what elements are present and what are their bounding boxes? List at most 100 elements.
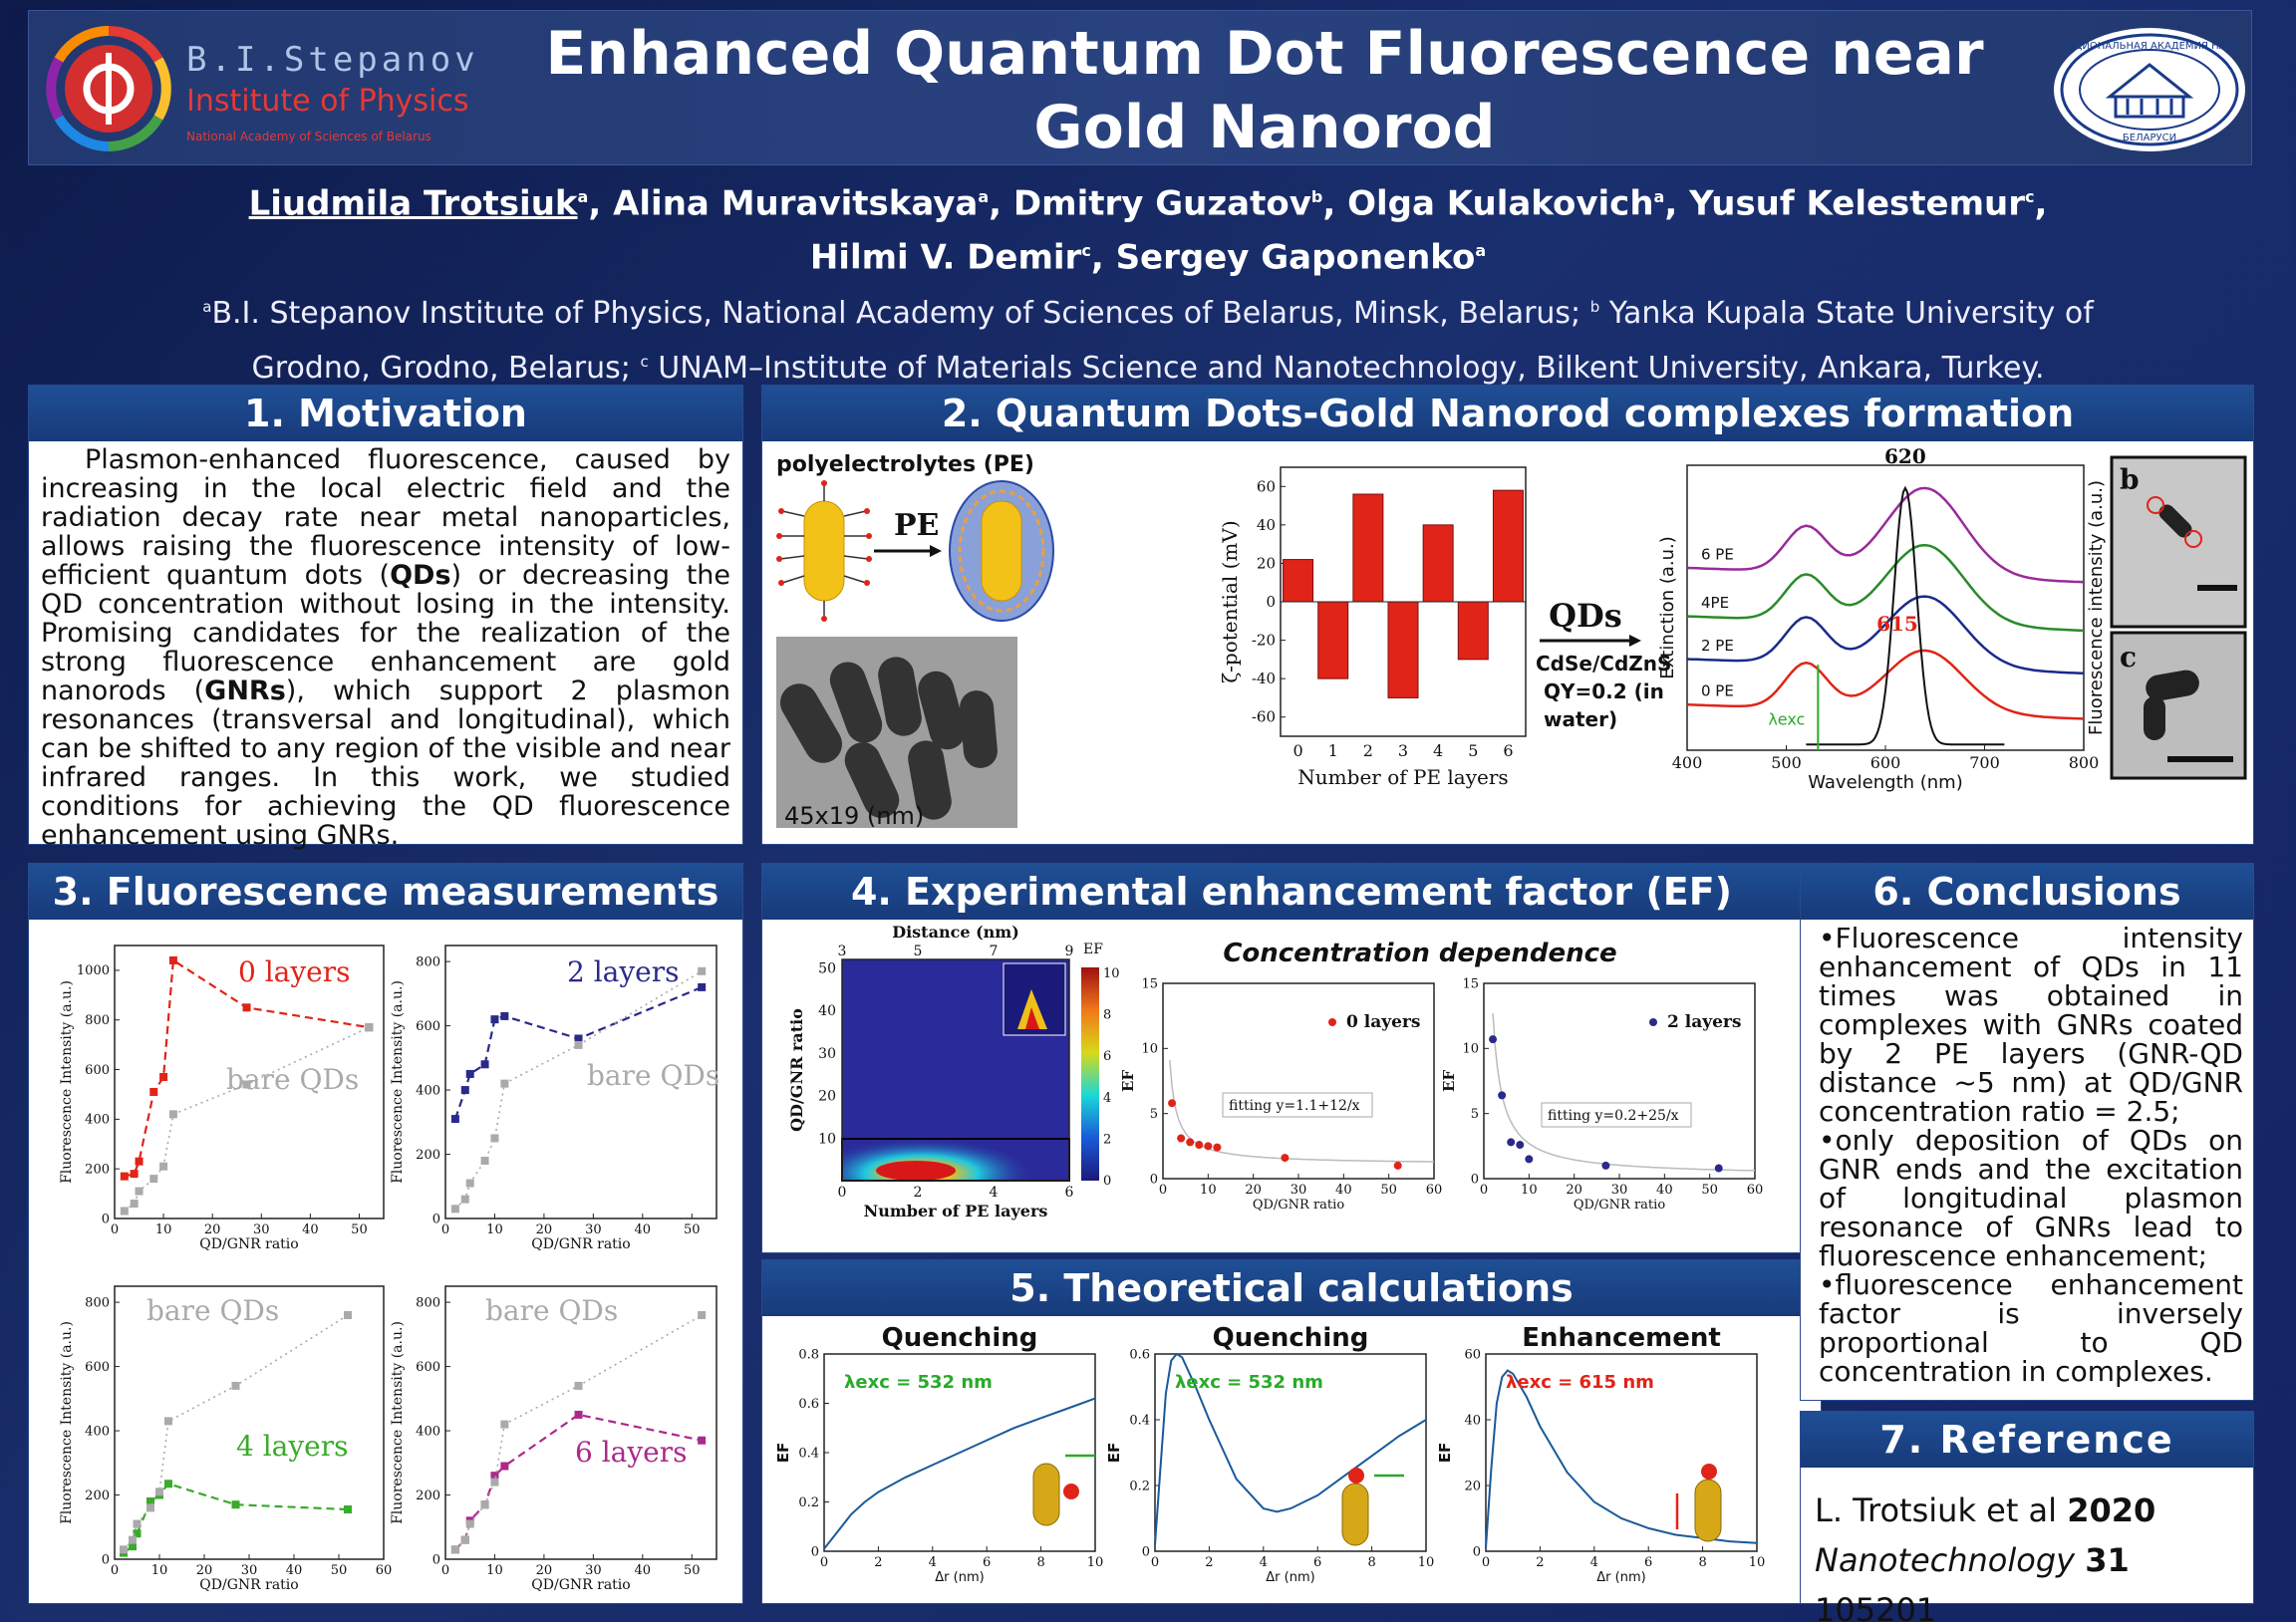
title-line-2: Gold Nanorod bbox=[1033, 93, 1496, 162]
data-point bbox=[1507, 1138, 1516, 1147]
x-tick-label: 8 bbox=[1036, 1555, 1044, 1570]
chart-title: Quenching bbox=[1213, 1323, 1369, 1353]
header-banner: B.I.Stepanov Institute of Physics Nation… bbox=[28, 10, 2252, 165]
series-line bbox=[124, 1026, 370, 1213]
x-tick-label: 30 bbox=[1611, 1183, 1628, 1198]
y-tick-label: 0.6 bbox=[798, 1397, 819, 1412]
series-label: 0 PE bbox=[1701, 682, 1734, 700]
tem-b-label: b bbox=[2120, 463, 2140, 496]
affil-sup-b: b bbox=[1589, 298, 1600, 316]
y-axis-label: Fluorescence Intensity (a.u.) bbox=[59, 1321, 75, 1524]
data-point bbox=[129, 1542, 137, 1551]
x-tick-label: 20 bbox=[1245, 1183, 1262, 1198]
y-tick-label: 0.4 bbox=[1129, 1413, 1150, 1428]
x-tick-label: 40 bbox=[635, 1222, 652, 1237]
author-sep: , bbox=[2034, 183, 2048, 224]
affil-sup-c: c bbox=[640, 353, 649, 371]
x-tick-label: 10 bbox=[1200, 1183, 1217, 1198]
fl-chart-6-layers: 0 10 20 30 40 50 0 200 400 600 800 6 layers bare QDs… bbox=[390, 1285, 718, 1593]
data-point bbox=[480, 1060, 489, 1069]
motivation-p1: Plasmon-enhanced fluorescence, caused by… bbox=[41, 444, 730, 591]
y-tick-label: 0.2 bbox=[1129, 1479, 1150, 1493]
series-line bbox=[123, 1314, 349, 1550]
data-point bbox=[500, 1079, 509, 1088]
data-point bbox=[365, 1023, 374, 1032]
x-top-tick-label: 5 bbox=[914, 944, 923, 959]
gnr-coated-icon bbox=[949, 480, 1054, 622]
section-title: 2. Quantum Dots-Gold Nanorod complexes f… bbox=[762, 386, 2253, 441]
x-axis-label: Δr (nm) bbox=[1266, 1570, 1314, 1585]
tem-b: b bbox=[2110, 455, 2247, 629]
series-line bbox=[453, 985, 703, 1120]
bar bbox=[1457, 601, 1489, 661]
y-tick-label: 800 bbox=[416, 954, 440, 969]
tem-size-label: 45x19 (nm) bbox=[784, 802, 924, 830]
series-label: 6 layers bbox=[575, 1436, 688, 1469]
affiliations: aB.I. Stepanov Institute of Physics, Nat… bbox=[120, 283, 2176, 393]
y-tick-label: 200 bbox=[416, 1148, 440, 1163]
x-tick-label: 10 bbox=[151, 1563, 168, 1578]
y-tick-label: 0.8 bbox=[798, 1347, 819, 1362]
data-point bbox=[231, 1500, 240, 1509]
x-top-tick-label: 3 bbox=[838, 944, 847, 959]
data-point bbox=[460, 1195, 469, 1204]
data-point bbox=[490, 1472, 499, 1481]
data-point bbox=[164, 1417, 172, 1426]
data-point bbox=[129, 1535, 137, 1544]
x-tick-label: 0 bbox=[111, 1563, 119, 1578]
section-reference: 7. Reference L. Trotsiuk et al 2020 Nano… bbox=[1800, 1411, 2254, 1622]
extinction-series bbox=[1686, 543, 2085, 633]
author-2: , Alina Muravitskaya bbox=[588, 183, 979, 224]
x-tick-label: 20 bbox=[1566, 1183, 1582, 1198]
bar bbox=[1352, 493, 1384, 603]
logo-right-bottom: БЕЛАРУСИ bbox=[2123, 133, 2176, 143]
section-conclusions: 6. Conclusions •Fluorescence intensity e… bbox=[1800, 863, 2254, 1401]
x-tick-label: 5 bbox=[1468, 741, 1478, 760]
data-point bbox=[159, 1162, 168, 1171]
x-tick-label: 20 bbox=[536, 1222, 553, 1237]
extinction-chart: 400 500 600 700 800 6 PE 4PE 2 PE 0 PE λexc 620 615… bbox=[1657, 444, 2107, 793]
x-axis-label: Δr (nm) bbox=[935, 1570, 984, 1585]
data-point bbox=[698, 1436, 707, 1445]
section-complexes: 2. Quantum Dots-Gold Nanorod complexes f… bbox=[761, 385, 2254, 845]
y-tick-label: 40 bbox=[818, 1003, 836, 1019]
conclusion-item: •Fluorescence intensity enhancement of Q… bbox=[1819, 922, 2243, 1128]
x-tick-label: 0 bbox=[1482, 1555, 1490, 1570]
data-point bbox=[130, 1170, 139, 1179]
x-tick-label: 2 bbox=[1536, 1555, 1544, 1570]
theory-curve bbox=[823, 1397, 1096, 1550]
x-tick-label: 2 bbox=[1205, 1555, 1213, 1570]
author-3-sup: b bbox=[1310, 187, 1323, 206]
section-title: 5. Theoretical calculations bbox=[762, 1260, 1821, 1316]
y-tick-label: 20 bbox=[1257, 554, 1276, 572]
affil-sup-a: a bbox=[202, 298, 212, 316]
quantum-dot-icon bbox=[1701, 1464, 1717, 1480]
series-line bbox=[124, 957, 370, 1178]
x-tick-label: 10 bbox=[1521, 1183, 1538, 1198]
colorbar-tick-label: 8 bbox=[1103, 1008, 1111, 1023]
data-point bbox=[500, 1420, 509, 1429]
x-tick-label: 30 bbox=[241, 1563, 258, 1578]
x-tick-label: 10 bbox=[486, 1222, 503, 1237]
fl-chart-2-layers: 0 10 20 30 40 50 0 200 400 600 800 2 layers bare QDs… bbox=[390, 945, 719, 1252]
y-axis-label: EF bbox=[1105, 1443, 1123, 1464]
gold-nanorod-icon bbox=[1032, 1463, 1060, 1526]
heatmap-peak bbox=[876, 1161, 956, 1181]
x-tick-label: 0 bbox=[1159, 1183, 1167, 1198]
lambda-label: λexc = 615 nm bbox=[1506, 1372, 1654, 1393]
peak-label: 620 bbox=[1884, 444, 1926, 468]
bar bbox=[1387, 601, 1419, 698]
conc-chart-0-layers: 0 10 20 30 40 50 60 0 5 10 15 0 layers fitting y=1.1… bbox=[1119, 976, 1442, 1213]
plot-frame bbox=[1485, 1353, 1758, 1552]
x-tick-label: 6 bbox=[1313, 1555, 1321, 1570]
x-tick-label: 6 bbox=[983, 1555, 991, 1570]
data-point bbox=[1525, 1155, 1534, 1164]
x-tick-label: 10 bbox=[1749, 1555, 1766, 1570]
ref-journal: Nanotechnology bbox=[1815, 1541, 2086, 1579]
institute-logo: B.I.Stepanov Institute of Physics Nation… bbox=[37, 19, 495, 158]
fit-label: fitting y=1.1+12/x bbox=[1229, 1098, 1360, 1114]
author-3: , Dmitry Guzatov bbox=[989, 183, 1311, 224]
plot-frame bbox=[444, 1285, 718, 1560]
